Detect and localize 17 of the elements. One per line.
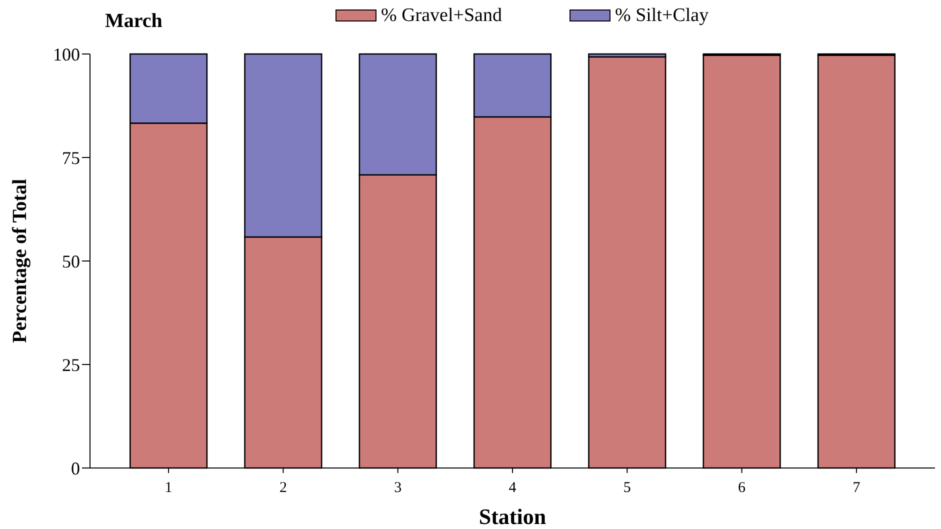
- y-tick-label: 25: [62, 354, 80, 375]
- y-tick-label: 75: [62, 148, 80, 168]
- legend-label: % Silt+Clay: [615, 5, 710, 26]
- legend-label: % Gravel+Sand: [381, 5, 502, 26]
- x-tick-label: 6: [738, 480, 746, 496]
- x-tick-label: 1: [164, 480, 172, 496]
- x-tick-label: 2: [279, 480, 287, 496]
- x-tick-label: 7: [852, 480, 861, 496]
- y-tick-label: 50: [62, 251, 80, 272]
- x-tick-label: 3: [394, 480, 402, 496]
- y-tick-label: 0: [71, 458, 80, 478]
- y-axis-title: Percentage of Total: [9, 178, 31, 344]
- x-tick-label: 4: [508, 480, 517, 496]
- x-axis-title: Station: [478, 504, 546, 529]
- chart-title: March: [105, 10, 162, 32]
- x-tick-label: 5: [623, 480, 631, 496]
- y-tick-label: 100: [53, 44, 80, 64]
